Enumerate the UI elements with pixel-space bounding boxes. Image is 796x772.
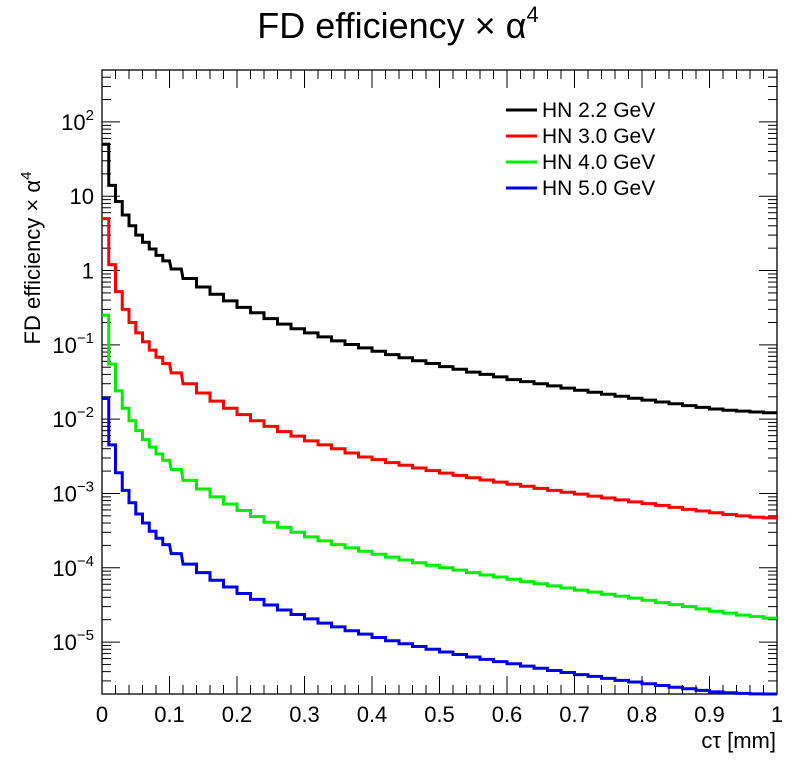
legend-label: HN 3.0 GeV (542, 125, 655, 148)
x-tick-label: 0.9 (694, 702, 725, 727)
x-axis: 0 0.1 0.2 0.3 0.4 0.5 0.6 0.7 0.8 0.9 1 (96, 70, 783, 727)
series-line-4 (102, 396, 777, 696)
y-tick-label: 10−4 (52, 553, 94, 581)
y-axis: 102 10 1 10−1 10−2 10−3 10−4 10−5 (52, 69, 777, 695)
y-tick-label: 10 (70, 184, 94, 209)
x-tick-label: 0 (96, 702, 108, 727)
x-tick-label: 0.8 (627, 702, 658, 727)
x-tick-label: 0.5 (424, 702, 455, 727)
x-tick-label: 1 (771, 702, 783, 727)
x-axis-label: cτ [mm] (701, 728, 776, 753)
y-tick-label: 10−5 (52, 627, 94, 655)
legend: HN 2.2 GeV HN 3.0 GeV HN 4.0 GeV HN 5.0 GeV (506, 99, 655, 200)
y-tick-label: 10−1 (52, 330, 94, 358)
plot-area: 0 0.1 0.2 0.3 0.4 0.5 0.6 0.7 0.8 0.9 1 102 10 1 10−1… (52, 69, 783, 727)
x-tick-label: 0.4 (357, 702, 388, 727)
legend-label: HN 5.0 GeV (542, 177, 655, 200)
legend-label: HN 2.2 GeV (542, 99, 655, 122)
x-tick-label: 0.2 (222, 702, 253, 727)
series-line-1 (102, 142, 777, 415)
y-tick-label: 102 (61, 107, 94, 135)
series-line-3 (102, 313, 777, 620)
x-tick-label: 0.3 (289, 702, 320, 727)
y-tick-label: 10−3 (52, 478, 94, 506)
x-tick-label: 0.6 (492, 702, 523, 727)
series-lines (102, 142, 777, 696)
y-tick-label: 10−2 (52, 404, 94, 432)
legend-label: HN 4.0 GeV (542, 151, 655, 174)
y-tick-label: 1 (82, 259, 94, 284)
plot-frame (101, 69, 778, 695)
series-line-2 (102, 217, 777, 520)
chart-title: FD efficiency × α4 (257, 2, 539, 46)
x-tick-label: 0.7 (559, 702, 590, 727)
x-tick-label: 0.1 (154, 702, 185, 727)
y-axis-label: FD efficiency × α4 (18, 172, 45, 345)
